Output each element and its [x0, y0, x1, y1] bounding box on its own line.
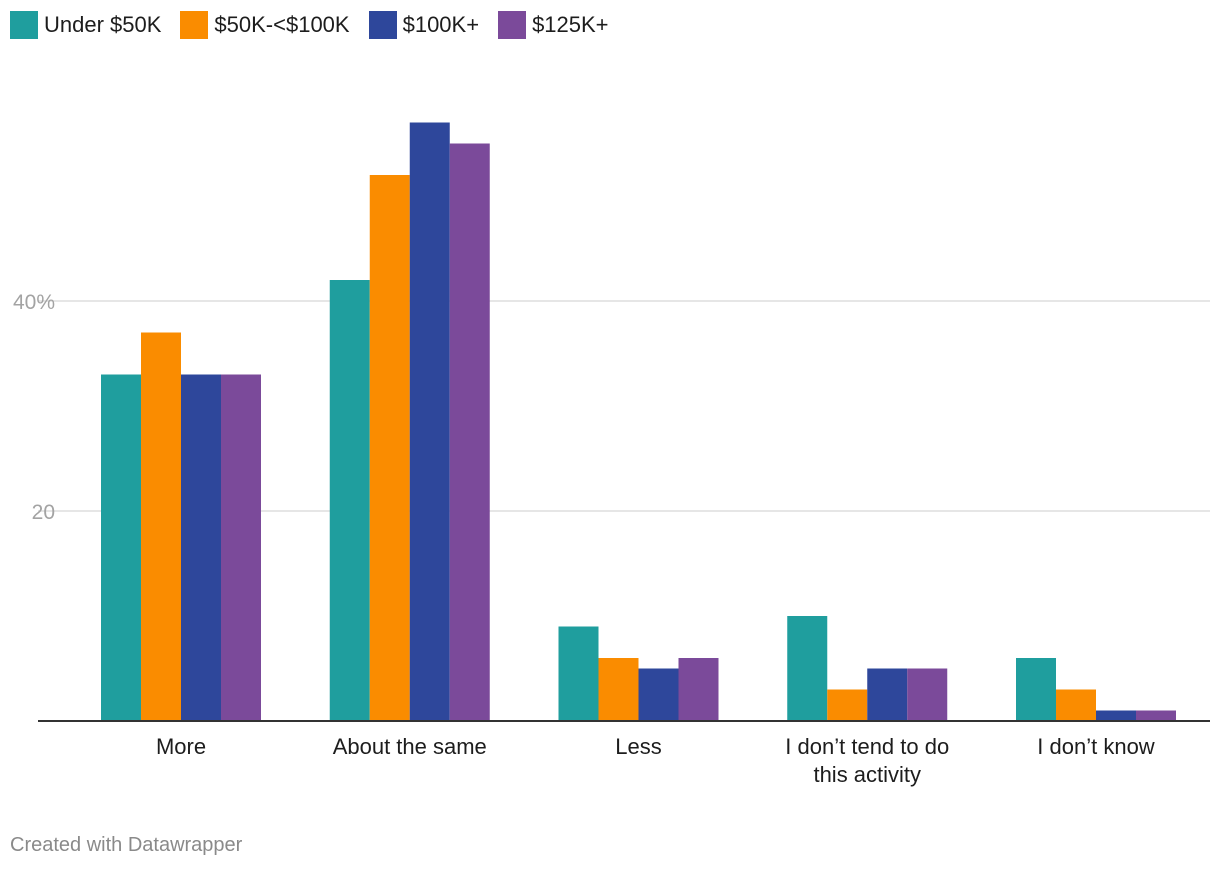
x-category-label: this activity	[813, 762, 921, 787]
legend-label: $50K-<$100K	[214, 12, 350, 37]
x-category-label: I don’t know	[1037, 734, 1155, 759]
bar	[638, 668, 679, 721]
bar	[558, 626, 599, 721]
bar	[329, 280, 370, 721]
bar	[787, 616, 828, 721]
bar	[409, 122, 450, 721]
footer-credit[interactable]: Created with Datawrapper	[10, 834, 243, 856]
legend-label: $125K+	[532, 12, 609, 37]
bar	[598, 658, 639, 721]
bar	[867, 668, 908, 721]
bar	[181, 374, 221, 721]
bar	[141, 332, 181, 721]
bar	[1096, 710, 1136, 721]
bar	[101, 374, 141, 721]
legend-label: Under $50K	[44, 12, 162, 37]
bar	[1136, 710, 1176, 721]
x-category-label: Less	[615, 734, 661, 759]
y-tick-label: 20	[32, 501, 55, 524]
x-category-label: I don’t tend to do	[785, 734, 949, 759]
bar	[678, 658, 719, 721]
bar	[221, 374, 261, 721]
bar	[827, 689, 868, 721]
y-tick-label: 40%	[13, 291, 55, 314]
legend: Under $50K $50K-<$100K $100K+ $125K+	[10, 11, 628, 39]
bar	[1016, 658, 1056, 721]
bar	[907, 668, 948, 721]
bar	[369, 175, 410, 721]
legend-item: $125K+	[498, 11, 609, 39]
bar-chart: 20 40% More About the same Less I don’t tend …	[13, 122, 1210, 787]
x-category-label: About the same	[333, 734, 487, 759]
legend-swatch	[498, 11, 527, 39]
legend-item: Under $50K	[10, 11, 161, 39]
legend-item: $50K-<$100K	[180, 11, 350, 39]
legend-item: $100K+	[368, 11, 480, 39]
bar	[1056, 689, 1096, 721]
legend-label: $100K+	[402, 12, 480, 37]
legend-swatch	[368, 11, 397, 39]
x-category-label: More	[156, 734, 206, 759]
bar	[449, 143, 490, 721]
legend-swatch	[10, 11, 38, 39]
legend-swatch	[180, 11, 209, 39]
